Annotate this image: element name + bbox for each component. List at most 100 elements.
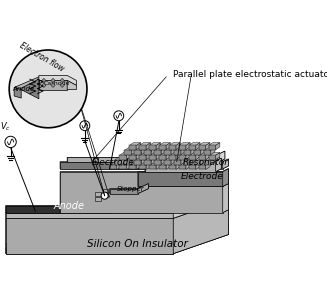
Polygon shape: [51, 83, 55, 88]
Polygon shape: [154, 148, 165, 150]
Text: Anode: Anode: [13, 86, 35, 92]
Polygon shape: [164, 160, 171, 165]
Polygon shape: [199, 145, 206, 150]
Polygon shape: [110, 186, 148, 213]
Polygon shape: [122, 158, 126, 165]
Polygon shape: [136, 152, 141, 160]
Polygon shape: [199, 152, 210, 155]
Polygon shape: [139, 143, 151, 145]
Polygon shape: [103, 194, 108, 197]
Polygon shape: [6, 225, 228, 248]
Polygon shape: [149, 145, 156, 150]
Text: Resonator: Resonator: [182, 158, 229, 167]
Polygon shape: [169, 143, 180, 145]
Polygon shape: [189, 152, 200, 155]
Polygon shape: [51, 78, 55, 82]
Polygon shape: [191, 148, 195, 155]
Polygon shape: [139, 155, 146, 160]
Polygon shape: [159, 162, 170, 165]
Polygon shape: [6, 199, 228, 244]
Polygon shape: [173, 194, 228, 218]
Polygon shape: [189, 143, 200, 145]
Polygon shape: [161, 158, 165, 165]
Polygon shape: [6, 248, 173, 254]
Polygon shape: [141, 148, 146, 155]
Polygon shape: [129, 165, 136, 169]
Polygon shape: [159, 143, 170, 145]
Polygon shape: [179, 143, 190, 145]
Polygon shape: [145, 161, 215, 171]
Polygon shape: [215, 143, 220, 150]
Polygon shape: [169, 155, 176, 160]
Text: Anode: Anode: [53, 201, 84, 211]
Polygon shape: [60, 78, 64, 82]
Polygon shape: [169, 165, 176, 169]
Polygon shape: [166, 152, 170, 160]
Polygon shape: [184, 148, 195, 150]
Polygon shape: [159, 145, 166, 150]
Circle shape: [80, 121, 90, 131]
Circle shape: [9, 50, 87, 128]
Polygon shape: [129, 152, 141, 155]
Circle shape: [114, 111, 124, 121]
Polygon shape: [119, 162, 131, 165]
Polygon shape: [199, 165, 206, 169]
Polygon shape: [211, 158, 215, 165]
Polygon shape: [189, 155, 196, 160]
Polygon shape: [194, 150, 201, 155]
Polygon shape: [191, 158, 195, 165]
Text: Stopper: Stopper: [117, 186, 144, 192]
Text: Electrode: Electrode: [92, 158, 135, 167]
Polygon shape: [144, 148, 156, 150]
Circle shape: [5, 136, 16, 148]
Polygon shape: [119, 165, 127, 169]
Polygon shape: [184, 150, 191, 155]
Polygon shape: [20, 79, 39, 99]
Polygon shape: [179, 155, 186, 160]
Polygon shape: [114, 160, 122, 165]
Polygon shape: [95, 192, 101, 196]
Polygon shape: [144, 160, 151, 165]
Polygon shape: [159, 155, 166, 160]
Polygon shape: [174, 150, 181, 155]
Polygon shape: [138, 162, 223, 169]
Polygon shape: [139, 152, 151, 155]
Polygon shape: [174, 158, 185, 160]
Polygon shape: [117, 162, 121, 169]
Polygon shape: [206, 162, 210, 169]
Polygon shape: [129, 143, 141, 145]
Polygon shape: [164, 150, 171, 155]
Polygon shape: [110, 165, 117, 169]
Text: Electrode: Electrode: [180, 172, 223, 181]
Polygon shape: [119, 155, 127, 160]
Polygon shape: [149, 165, 156, 169]
Polygon shape: [211, 148, 215, 155]
Polygon shape: [206, 143, 210, 150]
Polygon shape: [151, 148, 156, 155]
Polygon shape: [141, 154, 219, 162]
Polygon shape: [223, 169, 228, 213]
Polygon shape: [164, 148, 175, 150]
Polygon shape: [219, 151, 225, 162]
Polygon shape: [129, 162, 141, 165]
Polygon shape: [176, 143, 180, 150]
Polygon shape: [110, 184, 148, 194]
Polygon shape: [6, 213, 173, 218]
Polygon shape: [67, 80, 77, 90]
Polygon shape: [131, 148, 136, 155]
Polygon shape: [181, 148, 185, 155]
Polygon shape: [42, 78, 46, 82]
Polygon shape: [184, 160, 191, 165]
Polygon shape: [131, 158, 136, 165]
Polygon shape: [174, 160, 181, 165]
Polygon shape: [103, 188, 108, 192]
Polygon shape: [154, 160, 161, 165]
Polygon shape: [171, 158, 175, 165]
Polygon shape: [166, 143, 170, 150]
Text: Electron flow: Electron flow: [18, 41, 65, 74]
Polygon shape: [154, 158, 165, 160]
Polygon shape: [14, 88, 21, 98]
Polygon shape: [138, 184, 148, 194]
Polygon shape: [156, 162, 161, 169]
Polygon shape: [136, 162, 141, 169]
